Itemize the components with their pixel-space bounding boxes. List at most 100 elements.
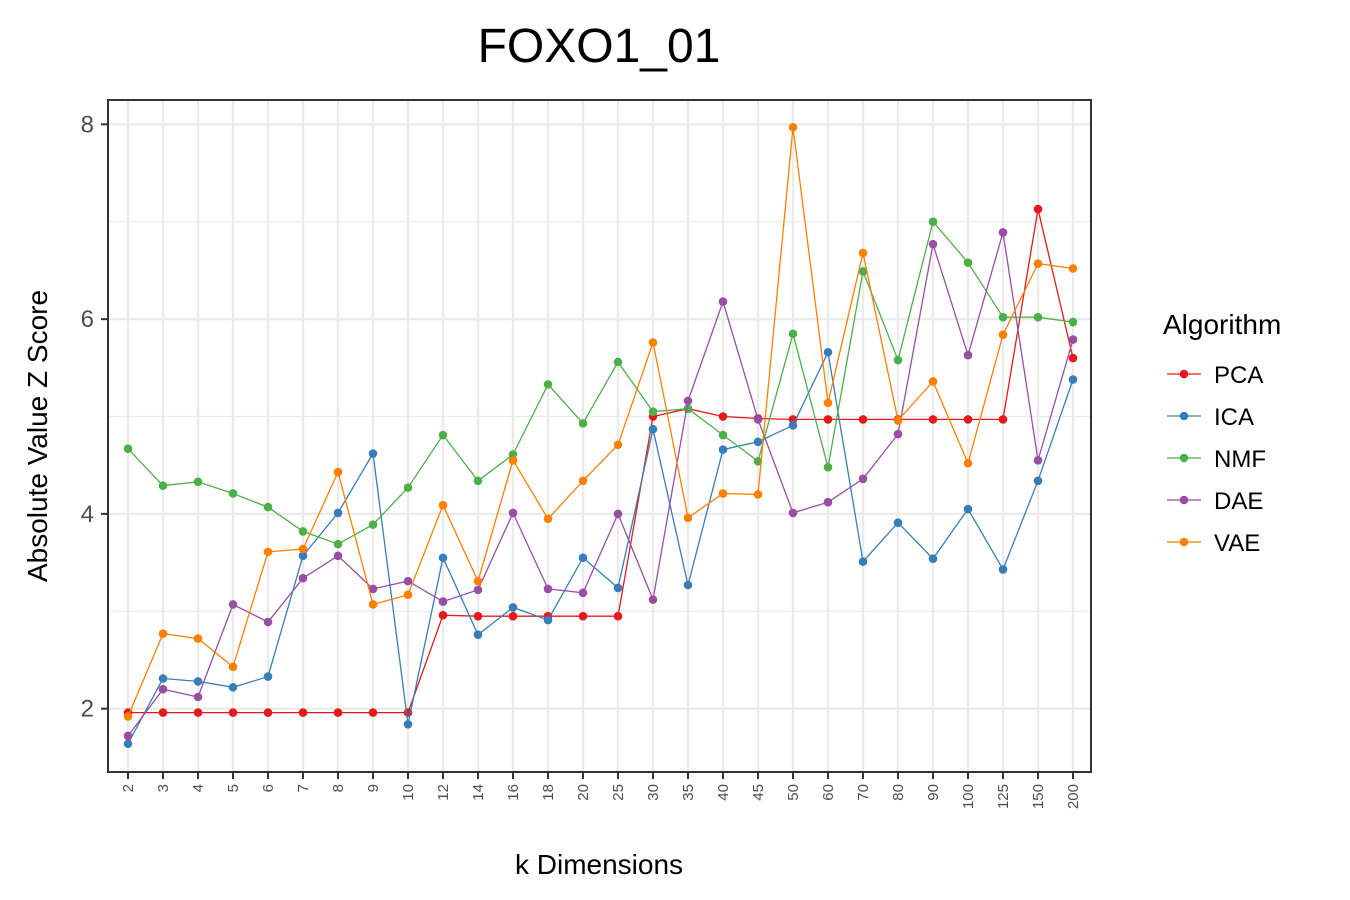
grid-minor — [108, 221, 1091, 612]
data-point-dae — [1068, 335, 1078, 344]
y-tick-label: 8 — [81, 111, 94, 138]
data-point-ica — [333, 508, 343, 518]
data-point-nmf — [683, 404, 693, 414]
data-point-dae — [998, 228, 1008, 237]
data-point-pca — [438, 610, 448, 620]
data-point-ica — [823, 347, 833, 357]
y-tick-label: 6 — [81, 306, 94, 333]
data-point-vae — [1068, 264, 1078, 273]
data-point-ica — [123, 739, 133, 749]
x-tick-label: 70 — [855, 784, 872, 801]
data-point-dae — [578, 588, 588, 598]
x-tick-label: 14 — [470, 784, 487, 801]
legend-title: Algorithm — [1163, 309, 1281, 340]
x-tick-label: 2 — [120, 784, 137, 792]
legend: Algorithm PCA ICA NMF DAE VAE — [1163, 309, 1281, 557]
x-tick-label: 200 — [1065, 784, 1082, 809]
legend-items: PCA ICA NMF DAE VAE — [1167, 362, 1266, 557]
x-tick-label: 45 — [750, 784, 767, 801]
data-point-dae — [823, 497, 833, 507]
data-point-ica — [613, 583, 623, 593]
data-point-pca — [613, 611, 623, 621]
data-point-dae — [893, 429, 903, 439]
series-line-nmf — [127, 220, 1074, 545]
data-point-pca — [333, 708, 343, 717]
data-point-ica — [683, 580, 693, 590]
x-tick-label: 80 — [890, 784, 907, 801]
series-layer — [123, 122, 1078, 749]
data-point-vae — [823, 398, 833, 408]
data-point-ica — [858, 557, 868, 566]
data-point-dae — [963, 350, 973, 360]
x-tick-label: 4 — [190, 784, 207, 792]
data-point-dae — [298, 573, 308, 583]
data-point-vae — [963, 458, 973, 468]
data-point-nmf — [263, 502, 273, 512]
y-tick-label: 2 — [81, 696, 94, 723]
data-point-vae — [473, 576, 483, 586]
data-point-nmf — [753, 457, 763, 466]
data-point-nmf — [648, 407, 658, 416]
data-point-pca — [193, 708, 203, 717]
data-point-nmf — [543, 380, 553, 389]
data-point-pca — [823, 415, 833, 424]
data-point-ica — [788, 420, 798, 430]
legend-point-dae — [1179, 495, 1189, 505]
data-point-nmf — [123, 444, 133, 453]
data-point-vae — [718, 489, 728, 498]
grid-major — [108, 100, 1091, 772]
x-tick-label: 7 — [295, 784, 312, 792]
data-point-vae — [438, 500, 448, 510]
data-point-nmf — [858, 267, 868, 276]
series-line-vae — [127, 127, 1074, 717]
data-point-nmf — [298, 527, 308, 536]
data-point-ica — [228, 682, 238, 692]
data-point-vae — [298, 544, 308, 554]
legend-point-nmf — [1179, 453, 1189, 463]
data-point-dae — [193, 692, 203, 702]
data-point-pca — [158, 708, 168, 717]
data-point-dae — [683, 396, 693, 406]
data-point-dae — [368, 584, 378, 594]
legend-label-pca: PCA — [1214, 362, 1263, 389]
data-point-nmf — [893, 355, 903, 365]
data-point-nmf — [473, 476, 483, 486]
data-point-dae — [613, 509, 623, 519]
x-tick-labels: 2 3 4 5 6 7 8 9 10 12 14 16 18 20 25 30 35 40 45 50 60 70 80 90… — [120, 784, 1082, 809]
x-tick-label: 60 — [820, 784, 837, 801]
legend-point-ica — [1179, 411, 1189, 421]
x-tick-label: 16 — [505, 784, 522, 801]
series-line-pca — [128, 208, 1074, 714]
data-point-vae — [543, 514, 553, 524]
data-point-vae — [578, 476, 588, 486]
data-point-dae — [718, 297, 728, 306]
data-point-vae — [508, 456, 518, 465]
x-tick-label: 100 — [960, 784, 977, 809]
data-point-ica — [403, 719, 413, 729]
data-point-dae — [788, 508, 798, 518]
x-tick-label: 6 — [260, 784, 277, 792]
data-point-dae — [753, 415, 763, 424]
data-point-vae — [893, 416, 903, 425]
legend-label-vae: VAE — [1214, 530, 1260, 557]
x-tick-label: 3 — [155, 784, 172, 792]
x-tick-label: 5 — [225, 784, 242, 792]
data-point-vae — [263, 547, 273, 557]
data-point-pca — [858, 415, 868, 424]
data-point-ica — [893, 518, 903, 527]
data-point-ica — [1033, 476, 1043, 486]
data-point-nmf — [228, 489, 238, 498]
chart-title: FOXO1_01 — [478, 20, 721, 73]
legend-label-ica: ICA — [1214, 404, 1254, 431]
legend-label-dae: DAE — [1214, 488, 1263, 515]
data-point-pca — [963, 415, 973, 424]
data-point-dae — [228, 600, 238, 609]
data-point-nmf — [158, 481, 168, 490]
data-point-nmf — [823, 462, 833, 472]
data-point-nmf — [438, 430, 448, 440]
data-point-pca — [473, 611, 483, 621]
data-point-dae — [333, 551, 343, 561]
data-point-pca — [298, 708, 308, 717]
x-tick-label: 18 — [540, 784, 557, 801]
x-tick-label: 25 — [610, 784, 627, 801]
